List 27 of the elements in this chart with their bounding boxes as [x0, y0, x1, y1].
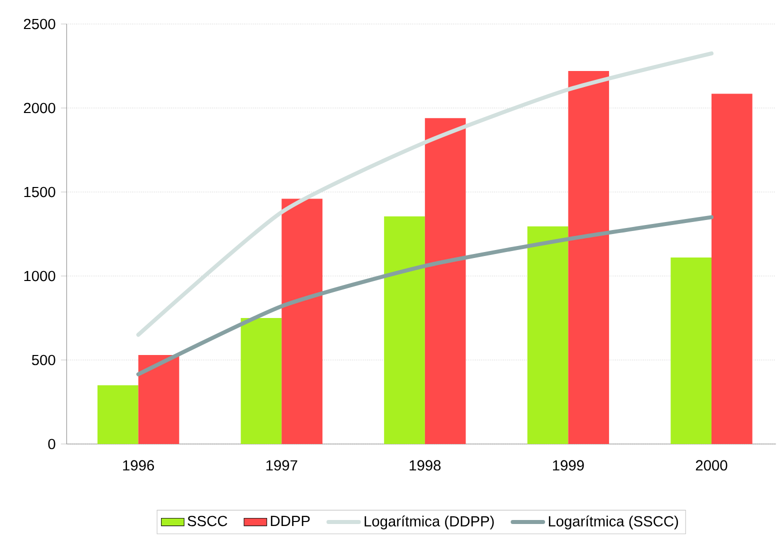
y-tick-label: 500 [32, 354, 56, 366]
line-series [136, 51, 714, 337]
x-tick-label: 2000 [696, 460, 728, 471]
legend-label: SSCC [188, 516, 228, 526]
y-tick-label: 1000 [24, 270, 56, 282]
x-tick-label: 1999 [553, 460, 584, 471]
y-tick-label: 1500 [24, 186, 56, 198]
x-tick-label: 1997 [266, 460, 298, 471]
y-tick-label: 2500 [24, 18, 56, 30]
y-tick-label: 2000 [24, 102, 56, 114]
bar [670, 258, 712, 444]
bar [240, 318, 282, 444]
line-series [136, 215, 714, 376]
bar [424, 118, 466, 444]
x-tick-label: 1998 [410, 460, 441, 471]
legend-label: Logarítmica (DDPP) [364, 516, 494, 530]
y-tick-label: 0 [48, 438, 56, 450]
bar [568, 71, 610, 444]
x-tick-label: 1996 [123, 460, 154, 471]
bar [712, 94, 752, 444]
bar [97, 385, 138, 444]
legend-label: DDPP [270, 516, 310, 526]
bar [138, 354, 180, 444]
bar [282, 198, 322, 444]
bar [384, 216, 425, 444]
legend-label: Logarítmica (SSCC) [548, 516, 678, 530]
bar [527, 226, 568, 444]
